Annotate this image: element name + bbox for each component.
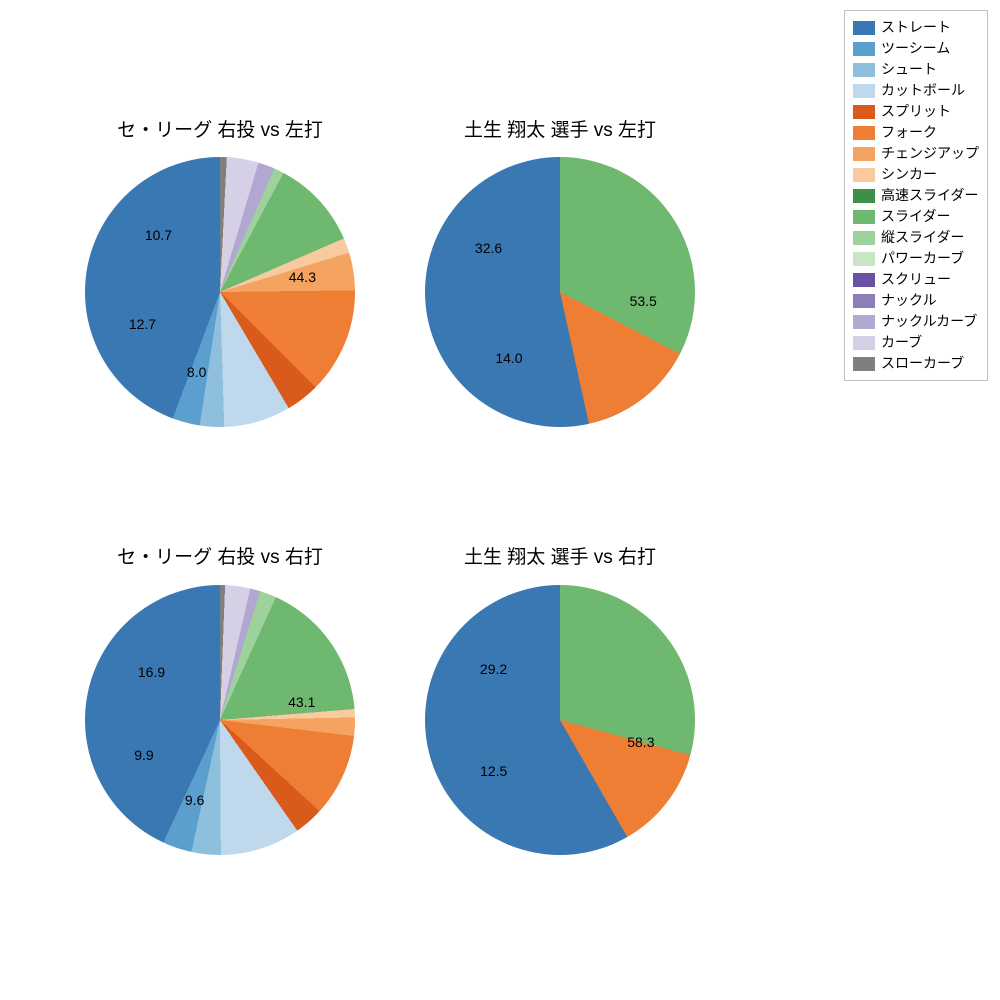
legend-item: ストレート: [853, 17, 979, 38]
legend-label: スライダー: [881, 206, 950, 227]
legend-label: ツーシーム: [881, 38, 950, 59]
legend-swatch: [853, 42, 875, 56]
legend-swatch: [853, 21, 875, 35]
legend-label: ナックルカーブ: [881, 311, 977, 332]
legend-item: チェンジアップ: [853, 143, 979, 164]
pie-label: 58.3: [627, 734, 654, 750]
pie-label: 10.7: [145, 227, 172, 243]
legend-swatch: [853, 147, 875, 161]
legend-label: カーブ: [881, 332, 922, 353]
pie-label: 43.1: [288, 694, 315, 710]
legend-swatch: [853, 231, 875, 245]
legend-item: スプリット: [853, 101, 979, 122]
legend-label: スクリュー: [881, 269, 951, 290]
legend-swatch: [853, 336, 875, 350]
pie-label: 9.6: [185, 792, 204, 808]
pie-tl: [85, 157, 355, 427]
legend-label: フォーク: [881, 122, 937, 143]
legend-item: 高速スライダー: [853, 185, 979, 206]
pie-bl: [85, 585, 355, 855]
legend-label: シュート: [881, 59, 937, 80]
legend-label: シンカー: [881, 164, 937, 185]
legend-item: ナックルカーブ: [853, 311, 979, 332]
legend-item: カーブ: [853, 332, 979, 353]
legend-label: スプリット: [881, 101, 951, 122]
pie-label: 9.9: [134, 747, 153, 763]
pie-label: 53.5: [630, 293, 657, 309]
legend-item: スローカーブ: [853, 353, 979, 374]
pie-label: 32.6: [475, 240, 502, 256]
chart-title-tr: 土生 翔太 選手 vs 左打: [464, 115, 656, 142]
pie-label: 12.5: [480, 763, 507, 779]
legend-swatch: [853, 168, 875, 182]
legend-swatch: [853, 105, 875, 119]
pie-tr: [425, 157, 695, 427]
legend-label: パワーカーブ: [881, 248, 964, 269]
legend-item: スクリュー: [853, 269, 979, 290]
legend-swatch: [853, 294, 875, 308]
legend: ストレートツーシームシュートカットボールスプリットフォークチェンジアップシンカー…: [844, 10, 988, 381]
chart-title-tl: セ・リーグ 右投 vs 左打: [117, 115, 323, 142]
legend-item: シンカー: [853, 164, 979, 185]
legend-item: シュート: [853, 59, 979, 80]
legend-swatch: [853, 84, 875, 98]
legend-label: スローカーブ: [881, 353, 964, 374]
legend-swatch: [853, 210, 875, 224]
chart-stage: セ・リーグ 右投 vs 左打 44.3 8.0 12.7 10.7 土生 翔太 選手 vs…: [0, 0, 1000, 1000]
legend-label: 縦スライダー: [881, 227, 964, 248]
legend-label: 高速スライダー: [881, 185, 978, 206]
legend-label: カットボール: [881, 80, 965, 101]
legend-label: ストレート: [881, 17, 951, 38]
legend-swatch: [853, 357, 875, 371]
legend-swatch: [853, 63, 875, 77]
legend-swatch: [853, 126, 875, 140]
pie-label: 14.0: [495, 350, 522, 366]
legend-swatch: [853, 189, 875, 203]
legend-item: スライダー: [853, 206, 979, 227]
pie-label: 12.7: [129, 316, 156, 332]
legend-label: チェンジアップ: [881, 143, 979, 164]
legend-label: ナックル: [881, 290, 937, 311]
pie-label: 29.2: [480, 661, 507, 677]
legend-item: フォーク: [853, 122, 979, 143]
legend-item: ツーシーム: [853, 38, 979, 59]
chart-title-bl: セ・リーグ 右投 vs 右打: [117, 542, 323, 569]
legend-swatch: [853, 252, 875, 266]
chart-title-br: 土生 翔太 選手 vs 右打: [464, 542, 656, 569]
pie-label: 16.9: [138, 664, 165, 680]
pie-label: 44.3: [289, 269, 316, 285]
legend-item: カットボール: [853, 80, 979, 101]
legend-item: 縦スライダー: [853, 227, 979, 248]
legend-swatch: [853, 273, 875, 287]
pie-br: [425, 585, 695, 855]
legend-swatch: [853, 315, 875, 329]
legend-item: ナックル: [853, 290, 979, 311]
legend-item: パワーカーブ: [853, 248, 979, 269]
pie-label: 8.0: [187, 364, 206, 380]
